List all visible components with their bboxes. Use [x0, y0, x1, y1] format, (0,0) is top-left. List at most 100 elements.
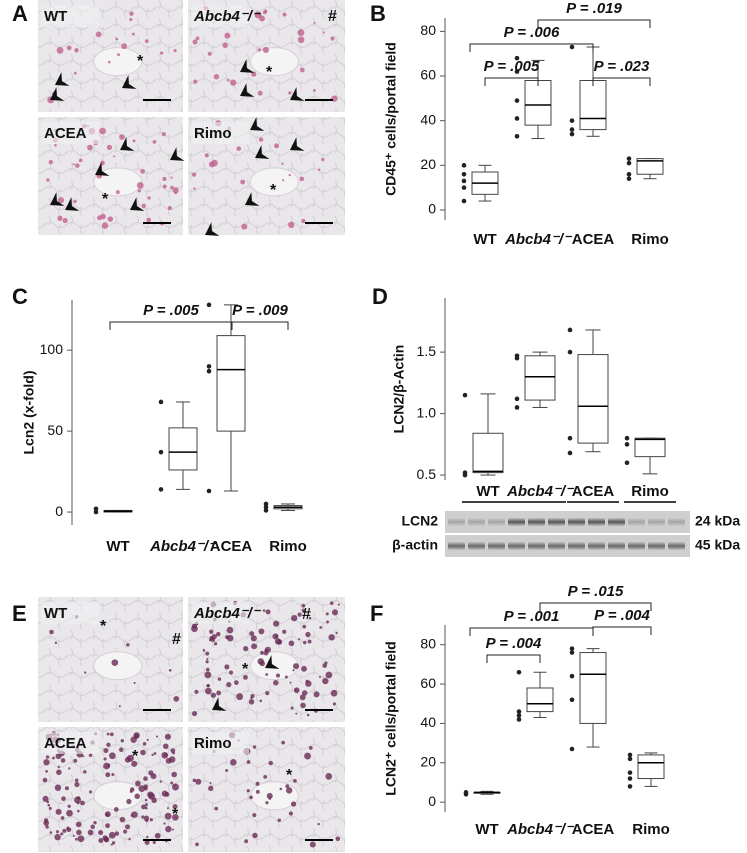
- data-point: [516, 717, 522, 722]
- significance-bracket: [592, 77, 651, 86]
- data-point: [624, 442, 630, 447]
- stained-cell: [259, 660, 266, 667]
- stained-cell: [99, 127, 106, 135]
- stained-cell: [141, 804, 146, 810]
- stained-cell: [242, 674, 248, 680]
- stained-cell: [107, 60, 111, 64]
- stained-cell: [172, 783, 179, 791]
- arrowhead: [290, 137, 305, 151]
- data-point: [206, 364, 212, 369]
- box: [216, 335, 246, 432]
- stained-cell: [293, 687, 300, 694]
- stained-cell: [274, 143, 280, 149]
- x-tick-label: Abcb4⁻/⁻: [506, 821, 575, 838]
- stained-cell: [299, 67, 305, 73]
- y-tick-label: 40: [420, 714, 436, 730]
- stained-cell: [281, 162, 284, 165]
- stained-cell: [297, 29, 305, 37]
- stained-cell: [258, 137, 264, 142]
- p-value: P = .001: [504, 608, 560, 625]
- arrowhead: [205, 222, 220, 236]
- box: [577, 354, 609, 444]
- y-tick-label: 20: [420, 156, 436, 172]
- stained-cell: [335, 836, 341, 842]
- stained-cell: [55, 830, 60, 834]
- stained-cell: [171, 771, 178, 778]
- stained-cell: [246, 789, 250, 793]
- stained-cell: [83, 770, 87, 774]
- stained-cell: [119, 134, 125, 140]
- data-point: [514, 355, 520, 361]
- symbol: *: [242, 661, 249, 678]
- tile-label-bg: [191, 732, 249, 754]
- arrowhead: [245, 192, 260, 206]
- stained-cell: [322, 663, 327, 668]
- blot-band: [508, 541, 525, 551]
- data-point: [158, 399, 164, 405]
- significance-bracket: [484, 77, 539, 86]
- stained-cell: [329, 601, 334, 605]
- x-tick-label: WT: [473, 231, 496, 248]
- stained-cell: [168, 668, 172, 672]
- box: [526, 687, 554, 713]
- stained-cell: [325, 773, 333, 780]
- x-tick-label: ACEA: [572, 821, 615, 838]
- y-tick-label: 50: [47, 422, 63, 438]
- stained-cell: [337, 603, 340, 606]
- stained-cell: [101, 222, 109, 229]
- stained-cell: [301, 218, 306, 224]
- blot-band: [548, 541, 565, 551]
- stained-cell: [113, 807, 119, 812]
- stained-cell: [217, 677, 222, 681]
- vessel-lumen: [249, 781, 299, 811]
- stained-cell: [243, 645, 249, 652]
- blot-row-label: β-actin: [392, 537, 438, 553]
- stained-cell: [144, 803, 148, 807]
- data-point: [569, 673, 575, 679]
- stained-cell: [72, 163, 75, 166]
- stained-cell: [143, 815, 150, 822]
- blot-band: [588, 517, 605, 527]
- stained-cell: [131, 760, 138, 767]
- stained-cell: [106, 742, 111, 747]
- stained-cell: [88, 753, 93, 757]
- stained-cell: [293, 663, 300, 670]
- stained-cell: [299, 176, 305, 182]
- box: [579, 79, 607, 131]
- panel-label: F: [370, 601, 383, 626]
- stained-cell: [250, 693, 255, 699]
- stained-cell: [318, 675, 321, 678]
- stained-cell: [317, 822, 320, 826]
- arrowhead: [212, 697, 227, 711]
- stained-cell: [67, 804, 71, 808]
- data-point: [514, 55, 520, 61]
- significance-bracket: [539, 602, 652, 611]
- stained-cell: [170, 176, 173, 179]
- data-point: [158, 449, 164, 455]
- symbol: *: [100, 618, 107, 635]
- data-point: [567, 349, 573, 355]
- stained-cell: [109, 752, 116, 760]
- box: [579, 652, 607, 724]
- stained-cell: [118, 705, 121, 708]
- vessel-lumen: [249, 47, 299, 77]
- x-tick-label: ACEA: [572, 483, 615, 500]
- data-point: [461, 163, 467, 168]
- stained-cell: [191, 625, 198, 633]
- stained-cell: [171, 828, 174, 831]
- stained-cell: [326, 620, 329, 624]
- stained-cell: [49, 629, 54, 635]
- stained-cell: [211, 159, 218, 167]
- stained-cell: [206, 683, 210, 688]
- stained-cell: [62, 218, 68, 224]
- stained-cell: [250, 635, 257, 642]
- data-point: [627, 770, 633, 775]
- data-point: [627, 752, 633, 758]
- arrowhead: [120, 137, 135, 151]
- y-tick-label: 80: [420, 22, 436, 38]
- stained-cell: [265, 801, 269, 805]
- stained-cell: [144, 839, 150, 845]
- stained-cell: [165, 758, 172, 764]
- stained-cell: [298, 638, 301, 641]
- stained-cell: [259, 15, 265, 22]
